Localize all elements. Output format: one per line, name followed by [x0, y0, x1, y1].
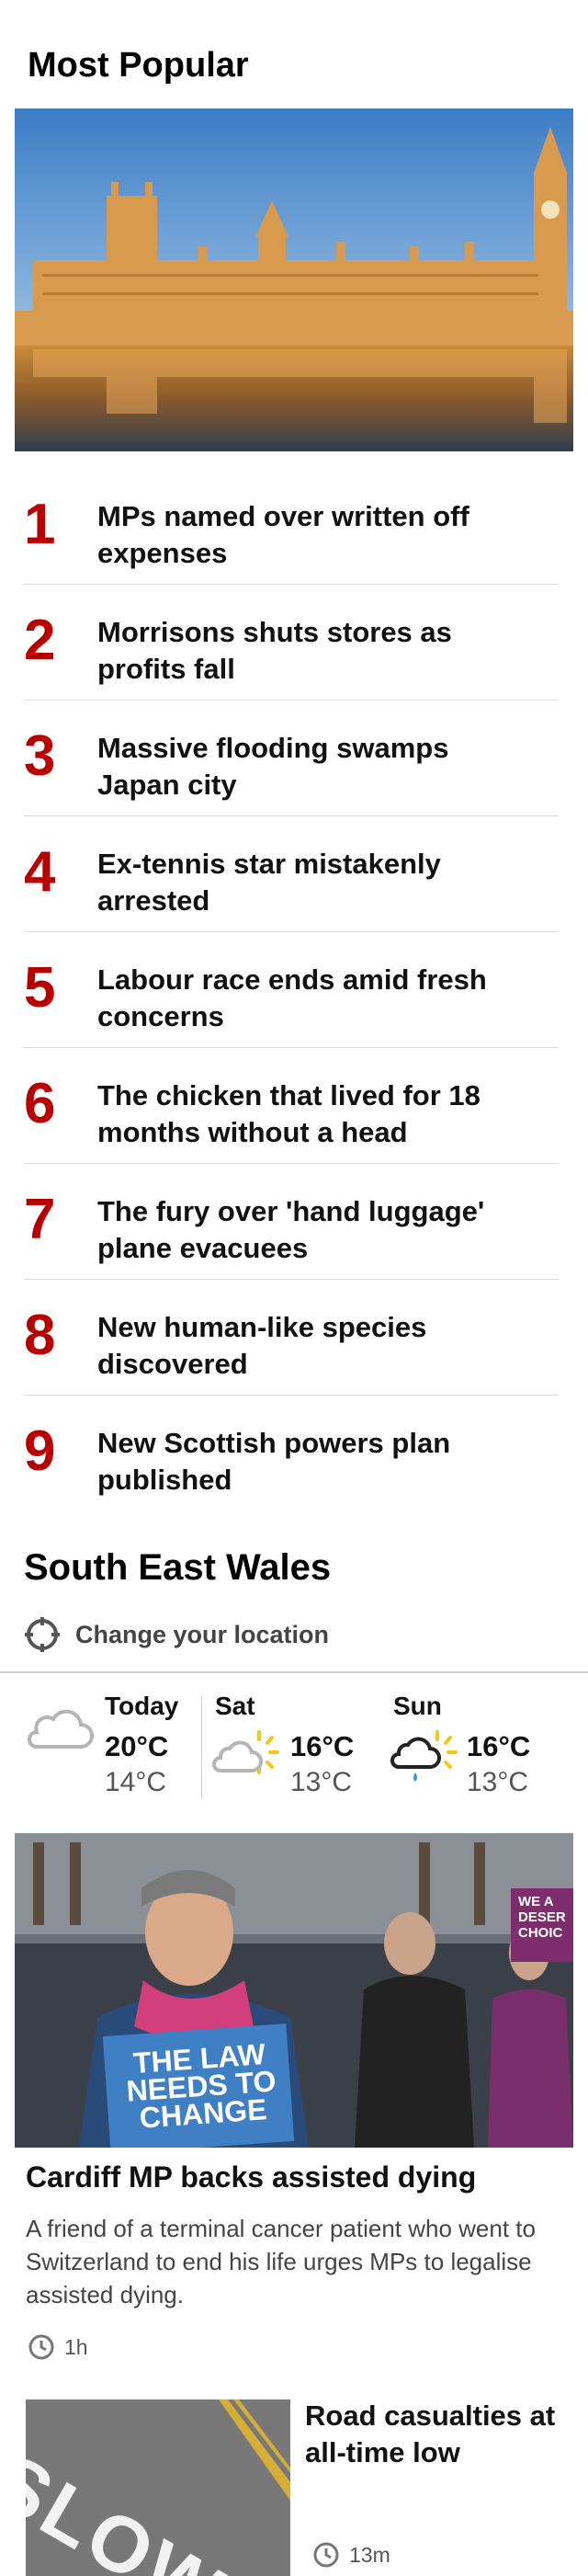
change-location-link[interactable]: Change your location — [24, 1613, 329, 1657]
protest-sign: THE LAW NEEDS TO CHANGE — [111, 2037, 291, 2135]
parliament-hero-image[interactable] — [15, 108, 573, 451]
story-timestamp: 1h — [28, 2333, 88, 2361]
protest-story-image[interactable]: THE LAW NEEDS TO CHANGE WE A DESER CHOIC — [15, 1833, 573, 2148]
weather-low: 13°C — [467, 1767, 529, 1797]
story-headline-link[interactable]: Cardiff MP backs assisted dying — [26, 2160, 477, 2194]
weather-low: 14°C — [105, 1767, 167, 1797]
rank-number: 6 — [24, 1072, 56, 1135]
timestamp-text: 13m — [349, 2542, 390, 2567]
protest-placard-line: CHOIC — [518, 1925, 563, 1941]
weather-day: Today — [105, 1692, 179, 1720]
weather-low: 13°C — [290, 1767, 353, 1797]
story-headline-link[interactable]: Road casualties at all-time low — [305, 2399, 556, 2468]
list-item[interactable]: 7 The fury over 'hand luggage' plane eva… — [24, 1164, 559, 1280]
list-item[interactable]: 2 Morrisons shuts stores as profits fall — [24, 585, 559, 701]
local-section-title: South East Wales — [24, 1547, 332, 1588]
section-divider — [0, 1671, 588, 1673]
protest-placard-line: DESER — [518, 1909, 566, 1925]
protest-placard: WE A DESER CHOIC — [518, 1894, 573, 1941]
weather-high: 20°C — [105, 1730, 169, 1762]
rank-number: 4 — [24, 840, 56, 904]
rank-number: 2 — [24, 609, 56, 672]
list-item[interactable]: 4 Ex-tennis star mistakenly arrested — [24, 816, 559, 932]
change-location-label: Change your location — [75, 1620, 330, 1648]
clock-icon — [28, 2334, 54, 2360]
timestamp-text: 1h — [64, 2334, 88, 2359]
weather-day: Sat — [215, 1692, 255, 1720]
protest-placard-line: WE A — [518, 1894, 554, 1909]
headline-link[interactable]: The fury over 'hand luggage' plane evacu… — [97, 1195, 485, 1264]
list-item[interactable]: 1 MPs named over written off expenses — [24, 469, 559, 585]
headline-link[interactable]: Ex-tennis star mistakenly arrested — [97, 848, 441, 917]
rank-number: 7 — [24, 1188, 56, 1251]
list-item[interactable]: 5 Labour race ends amid fresh concerns — [24, 932, 559, 1048]
rank-number: 9 — [24, 1419, 56, 1483]
rank-number: 5 — [24, 956, 56, 1020]
story-timestamp: 13m — [312, 2541, 390, 2569]
sun-rain-cloud-icon — [390, 1730, 458, 1782]
list-item[interactable]: 9 New Scottish powers plan published — [24, 1396, 559, 1511]
weather-day: Sun — [393, 1692, 442, 1720]
rank-number: 1 — [24, 493, 56, 556]
list-item[interactable]: 6 The chicken that lived for 18 months w… — [24, 1048, 559, 1164]
rank-number: 8 — [24, 1304, 56, 1367]
weather-high: 16°C — [467, 1730, 531, 1762]
headline-link[interactable]: The chicken that lived for 18 months wit… — [97, 1079, 481, 1148]
list-item[interactable]: 8 New human-like species discovered — [24, 1280, 559, 1396]
sun-cloud-icon — [212, 1730, 279, 1774]
headline-link[interactable]: MPs named over written off expenses — [97, 500, 469, 569]
most-popular-list: 1 MPs named over written off expenses 2 … — [24, 469, 559, 1511]
headline-link[interactable]: Labour race ends amid fresh concerns — [97, 963, 487, 1032]
rank-number: 3 — [24, 724, 56, 788]
headline-link[interactable]: New Scottish powers plan published — [97, 1427, 451, 1496]
list-item[interactable]: 3 Massive flooding swamps Japan city — [24, 701, 559, 816]
headline-link[interactable]: Morrisons shuts stores as profits fall — [97, 616, 452, 685]
location-target-icon — [25, 1617, 60, 1652]
headline-link[interactable]: New human-like species discovered — [97, 1311, 427, 1380]
road-story-image[interactable]: SLOW — [26, 2399, 290, 2576]
story-summary: A friend of a terminal cancer patient wh… — [26, 2215, 536, 2308]
headline-link[interactable]: Massive flooding swamps Japan city — [97, 732, 449, 801]
most-popular-title: Most Popular — [28, 46, 249, 85]
clock-icon — [313, 2542, 339, 2568]
weather-separator — [201, 1695, 202, 1798]
weather-high: 16°C — [290, 1730, 355, 1762]
cloud-icon — [28, 1709, 94, 1749]
